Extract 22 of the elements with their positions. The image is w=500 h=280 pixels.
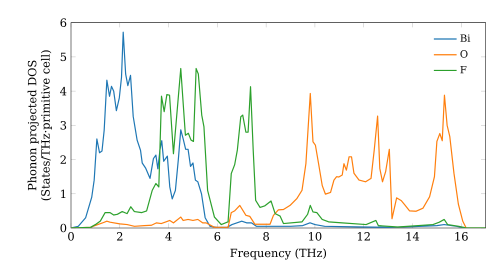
x-tick-label: 10 [309, 232, 322, 241]
y-tick-label: 6 [60, 18, 66, 27]
line-series [71, 68, 486, 228]
y-tick-label: 5 [60, 52, 66, 62]
y-tick-label: 0 [60, 224, 66, 232]
y-axis-title: Phonon projected DOS (States/THz·primitive cell) [28, 50, 52, 200]
legend-label: Bi [460, 34, 470, 42]
x-tick-label: 14 [406, 232, 420, 240]
x-tick-label: 2 [116, 232, 122, 240]
x-tick-label: 0 [68, 232, 74, 241]
y-tick-label: 1 [61, 190, 66, 198]
legend-label: O [460, 50, 468, 58]
x-tick-label: 8 [263, 232, 269, 241]
x-tick-label: 12 [358, 232, 370, 240]
x-tick-label: 4 [165, 232, 172, 240]
y-tick-label: 3 [60, 121, 66, 130]
y-tick-label: 2 [60, 155, 66, 164]
x-axis-title: Frequency (THz) [230, 248, 326, 260]
x-tick-label: 6 [214, 232, 220, 241]
legend-label: F [460, 66, 466, 74]
x-tick-label: 16 [455, 232, 468, 241]
y-tick-label: 4 [60, 86, 66, 96]
